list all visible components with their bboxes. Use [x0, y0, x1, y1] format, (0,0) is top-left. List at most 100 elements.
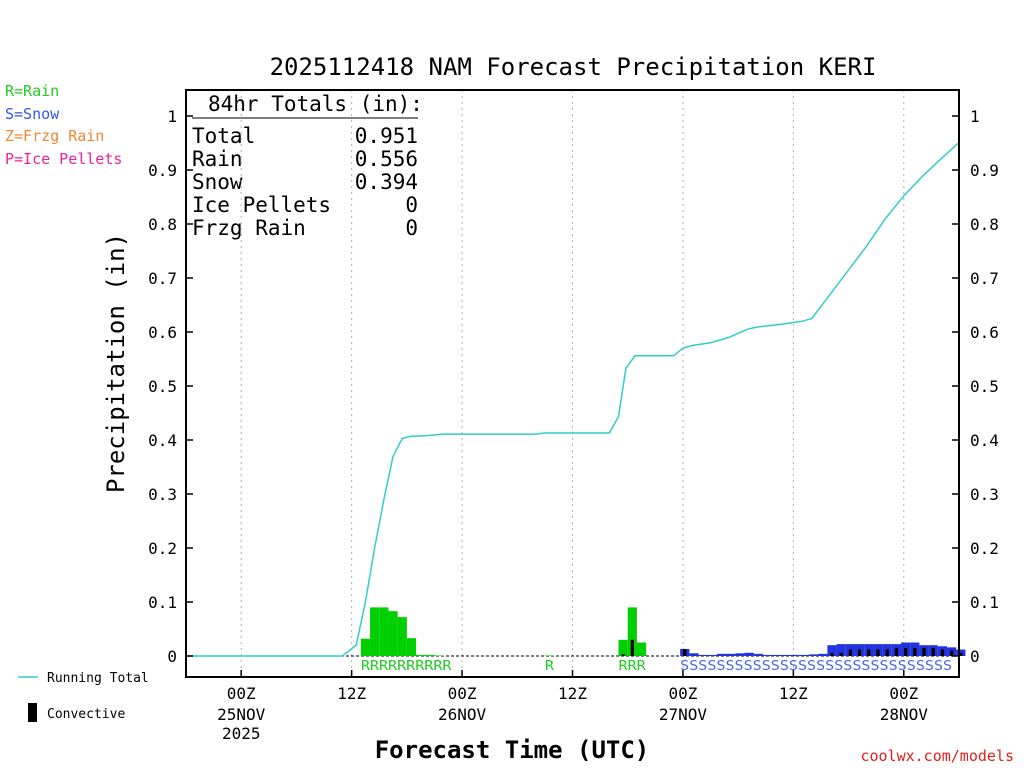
rain-bar	[360, 638, 371, 656]
convective-bar	[950, 650, 954, 656]
legend-ice-pellets: P=Ice Pellets	[5, 150, 122, 168]
snow-bar	[827, 645, 837, 656]
x-tick-label: 12Z	[337, 684, 366, 703]
chart-title: 2025112418 NAM Forecast Precipitation KE…	[270, 53, 877, 81]
totals-row-value: 0.394	[355, 170, 418, 194]
snow-bar	[790, 654, 800, 656]
y-tick-label-right: 0.3	[970, 485, 999, 504]
y-tick-label-right: 1	[970, 107, 980, 126]
totals-row-value: 0	[405, 193, 418, 217]
rain-bar	[388, 611, 398, 656]
x-tick-date: 27NOV	[659, 705, 708, 724]
x-tick-date: 25NOV	[217, 705, 266, 724]
totals-row-label: Snow	[192, 170, 243, 194]
legend-rain: R=Rain	[5, 82, 59, 100]
watermark: coolwx.com/models	[860, 747, 1014, 765]
rain-bar	[636, 642, 647, 656]
precip-type-letters: SSSSSSSSSSSSSSSSSSSSSSSSSSSSSS	[680, 659, 952, 674]
rain-bar	[370, 607, 380, 656]
snow-bar	[772, 654, 782, 656]
y-tick-label-right: 0.9	[970, 161, 999, 180]
y-tick-label-left: 0.7	[148, 269, 177, 288]
legend-snow: S=Snow	[5, 105, 60, 123]
x-tick-year: 2025	[222, 724, 261, 743]
snow-bar	[726, 653, 736, 656]
convective-bar	[894, 647, 899, 656]
snow-bar	[707, 654, 717, 656]
snow-bar	[818, 653, 828, 656]
convective-bar	[830, 653, 834, 656]
convective-bar	[959, 652, 963, 656]
snow-bar	[809, 654, 819, 656]
totals-row-value: 0.556	[355, 147, 418, 171]
y-tick-label-right: 0	[970, 647, 980, 666]
rain-bar	[434, 655, 444, 656]
x-tick-label: 00Z	[668, 684, 697, 703]
totals-row-value: 0	[405, 216, 418, 240]
precip-type-letters: RRR	[619, 659, 646, 674]
y-tick-label-left: 0.2	[148, 539, 177, 558]
y-tick-label-left: 1	[167, 107, 177, 126]
y-tick-label-left: 0.5	[148, 377, 177, 396]
rain-bar	[416, 654, 426, 656]
convective-bar	[904, 647, 908, 656]
rain-bar	[397, 617, 407, 656]
totals-row-label: Ice Pellets	[192, 193, 331, 217]
precip-type-legend: R=Rain S=Snow Z=Frzg Rain P=Ice Pellets	[5, 82, 122, 168]
x-tick-date: 28NOV	[880, 705, 929, 724]
rain-bar	[425, 654, 435, 656]
y-tick-label-right: 0.6	[970, 323, 999, 342]
convective-bar	[858, 649, 862, 656]
y-tick-label-right: 0.1	[970, 593, 999, 612]
convective-legend-label: Convective	[47, 707, 125, 722]
x-tick-label: 00Z	[889, 684, 918, 703]
convective-bar	[839, 652, 843, 656]
series-legend: Running Total Convective	[18, 671, 149, 722]
y-axis-label: Precipitation (in)	[102, 233, 130, 493]
snow-bar	[762, 654, 773, 656]
convective-bar	[940, 649, 945, 656]
legend-frzg-rain: Z=Frzg Rain	[5, 127, 104, 145]
y-tick-label-left: 0.8	[148, 215, 177, 234]
rain-bar	[406, 638, 417, 656]
convective-bar	[876, 649, 880, 656]
snow-bar	[716, 653, 727, 656]
totals-header: 84hr Totals (in):	[208, 92, 423, 116]
x-tick-label: 00Z	[448, 684, 477, 703]
convective-legend-swatch	[28, 703, 37, 722]
snow-bar	[781, 654, 791, 656]
x-axis-label: Forecast Time (UTC)	[375, 736, 650, 764]
y-tick-label-left: 0.9	[148, 161, 177, 180]
snow-bar	[689, 653, 699, 656]
convective-bar	[621, 654, 625, 656]
running-total-legend-label: Running Total	[47, 671, 149, 686]
rain-bar	[627, 607, 637, 656]
convective-bar	[913, 647, 917, 656]
y-tick-label-left: 0.3	[148, 485, 177, 504]
snow-bar	[744, 652, 754, 656]
totals-row-label: Total	[192, 124, 255, 148]
precip-type-letters: RRRRRRRRRR	[361, 659, 452, 674]
convective-bar	[885, 649, 889, 656]
convective-bar	[630, 639, 634, 656]
snow-bar	[735, 653, 745, 656]
snow-bar	[753, 653, 763, 656]
snow-bar	[799, 654, 810, 656]
snow-bar	[836, 644, 846, 656]
rain-bar	[618, 639, 628, 656]
y-tick-label-right: 0.5	[970, 377, 999, 396]
convective-bar	[867, 649, 871, 656]
convective-bar	[931, 647, 935, 656]
y-tick-label-right: 0.8	[970, 215, 999, 234]
x-tick-label: 12Z	[779, 684, 808, 703]
totals-row-value: 0.951	[355, 124, 418, 148]
totals-row-label: Rain	[192, 147, 243, 171]
convective-bar	[922, 647, 926, 656]
y-tick-label-left: 0	[167, 647, 177, 666]
x-tick-label: 12Z	[558, 684, 587, 703]
rain-bar	[544, 655, 555, 656]
y-tick-label-left: 0.4	[148, 431, 177, 450]
y-tick-label-right: 0.4	[970, 431, 999, 450]
y-tick-label-left: 0.6	[148, 323, 177, 342]
